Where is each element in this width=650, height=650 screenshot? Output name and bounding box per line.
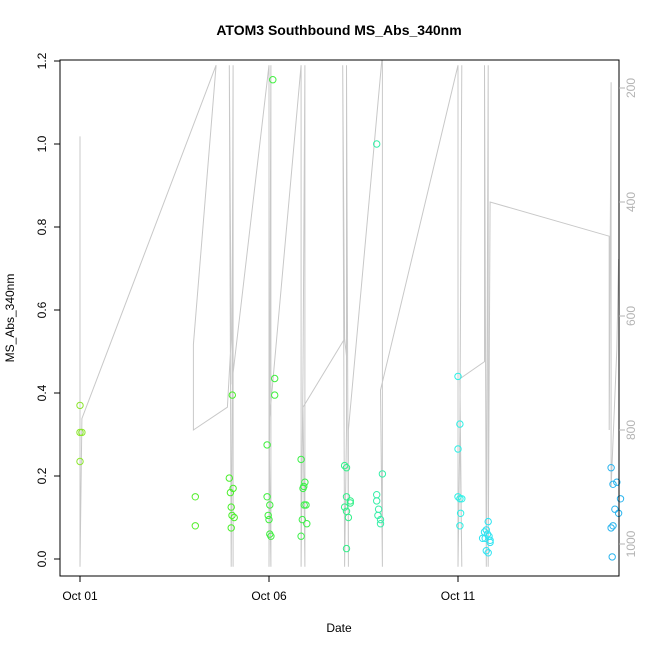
data-point — [191, 493, 200, 501]
data-point — [456, 509, 465, 517]
data-point — [297, 455, 305, 464]
data-point — [342, 544, 351, 553]
data-point — [340, 503, 349, 511]
data-point — [298, 515, 306, 524]
data-point — [76, 457, 84, 466]
data-point — [225, 474, 234, 482]
data-point — [267, 532, 275, 540]
data-point — [299, 484, 307, 493]
data-point — [342, 493, 351, 501]
pressure-line-layer — [79, 60, 619, 567]
right-tick-label: 600 — [624, 306, 638, 326]
data-point — [344, 513, 353, 522]
data-points-layer — [76, 76, 625, 561]
data-point — [271, 391, 279, 399]
data-point — [265, 515, 273, 524]
data-point — [271, 374, 279, 383]
data-point — [611, 505, 619, 513]
data-point — [608, 553, 616, 561]
data-point — [482, 526, 490, 534]
y-tick-label: 0.4 — [35, 384, 49, 401]
right-tick-label: 200 — [624, 78, 638, 98]
pressure-line — [79, 60, 619, 567]
data-point — [78, 428, 86, 437]
data-point — [373, 491, 381, 499]
data-point — [456, 420, 464, 428]
data-point — [609, 522, 617, 530]
data-point — [607, 524, 615, 532]
data-point — [297, 532, 305, 540]
data-point — [378, 470, 387, 478]
y-axis-label: MS_Abs_340nm — [3, 274, 17, 363]
data-point — [458, 495, 466, 503]
right-tick-label: 800 — [624, 420, 638, 440]
data-point — [228, 391, 237, 399]
data-point — [486, 538, 494, 547]
data-point — [269, 76, 277, 84]
data-point — [456, 495, 464, 503]
data-point — [454, 493, 462, 501]
data-point — [373, 497, 381, 505]
data-point — [76, 401, 84, 410]
data-point — [346, 497, 354, 505]
data-point — [609, 480, 617, 488]
data-point — [607, 464, 615, 472]
y-tick-label: 1.0 — [35, 135, 49, 152]
y-tick-label: 0.8 — [35, 218, 49, 235]
right-tick-label: 1000 — [624, 530, 638, 557]
data-point — [263, 441, 271, 449]
data-point — [484, 549, 492, 557]
data-point — [228, 511, 236, 520]
data-point — [484, 517, 492, 526]
data-point — [302, 501, 310, 509]
y-tick-label: 0.0 — [35, 550, 49, 567]
data-point — [376, 515, 385, 524]
y-tick-label: 1.2 — [35, 52, 49, 69]
data-point — [486, 536, 494, 544]
data-point — [454, 372, 462, 381]
right-y-axis: 200 400 600 800 1000 — [619, 78, 638, 557]
data-point — [478, 534, 487, 542]
data-point — [266, 501, 274, 509]
data-point — [230, 513, 238, 522]
x-axis: Oct 01 Oct 06 Oct 11 — [62, 576, 476, 603]
data-point — [376, 520, 385, 528]
data-point — [227, 524, 235, 532]
left-y-axis: 0.0 0.2 0.4 0.6 0.8 1.0 1.2 — [35, 52, 60, 567]
data-point — [454, 445, 462, 453]
data-point — [483, 530, 492, 538]
data-point — [227, 503, 235, 511]
data-point — [616, 495, 625, 503]
data-point — [374, 505, 383, 513]
y-tick-label: 0.2 — [35, 467, 49, 484]
data-point — [373, 140, 381, 148]
data-point — [456, 522, 464, 530]
data-point — [303, 520, 311, 528]
x-tick-label: Oct 01 — [62, 589, 98, 603]
x-axis-label: Date — [326, 621, 352, 635]
right-tick-label: 400 — [624, 192, 638, 212]
data-point — [482, 547, 490, 555]
data-point — [76, 428, 84, 437]
chart-title: ATOM3 Southbound MS_Abs_340nm — [216, 22, 461, 38]
data-point — [481, 534, 489, 542]
data-point — [226, 488, 235, 497]
data-point — [342, 464, 351, 472]
data-point — [340, 461, 349, 470]
data-point — [613, 478, 621, 486]
y-tick-label: 0.6 — [35, 301, 49, 318]
data-point — [264, 511, 272, 520]
x-tick-label: Oct 06 — [251, 589, 287, 603]
x-tick-label: Oct 11 — [441, 589, 476, 603]
data-point — [263, 493, 271, 501]
plot-frame — [59, 59, 620, 577]
data-point — [191, 522, 200, 530]
data-point — [346, 499, 354, 507]
